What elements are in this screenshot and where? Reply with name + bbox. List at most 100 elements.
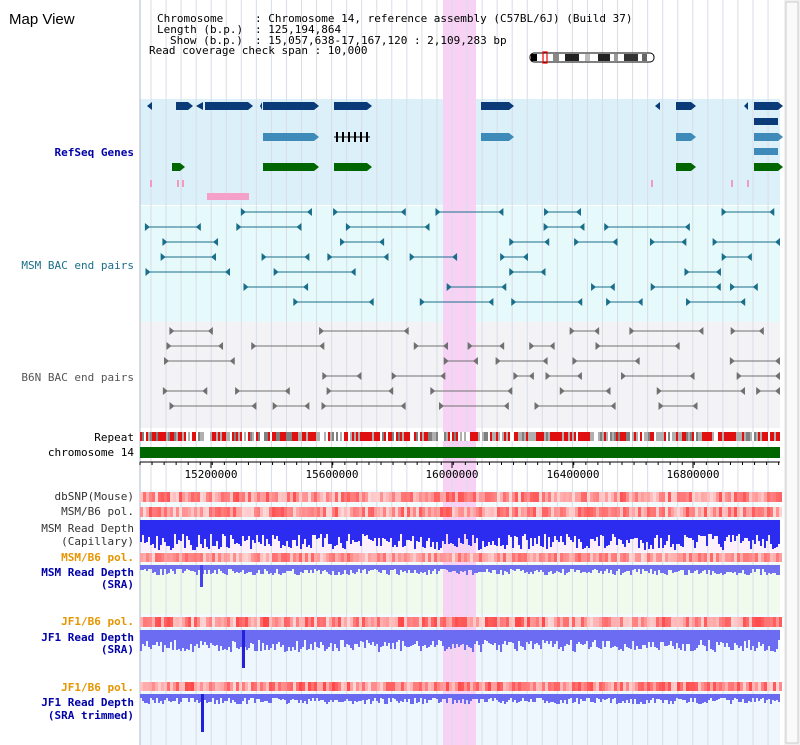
read-depth-bar (356, 565, 358, 572)
vertical-scrollbar[interactable] (784, 0, 800, 745)
b6n-bac-pair (322, 372, 362, 380)
heat-cell (707, 682, 710, 691)
read-depth-bar (354, 630, 356, 644)
heat-cell (506, 553, 509, 562)
heat-cell (752, 682, 755, 691)
repeat-segment (406, 432, 408, 441)
read-depth-bar (266, 694, 268, 701)
read-depth-bar (708, 565, 710, 570)
read-depth-bar (336, 565, 338, 575)
read-depth-bar (246, 565, 248, 573)
read-depth-bar (308, 520, 310, 545)
refseq-track-label[interactable]: RefSeq Genes (55, 146, 134, 159)
read-depth-bar (534, 565, 536, 571)
repeat-segment (644, 432, 646, 441)
heat-cell (161, 492, 164, 502)
heat-cell (215, 617, 218, 627)
heat-cell (251, 507, 254, 517)
msm-read-depth-sra-sub: (SRA) (101, 578, 134, 591)
heat-cell (308, 507, 311, 517)
read-depth-bar (476, 520, 478, 538)
heat-cell (503, 682, 506, 691)
read-depth-bar (300, 520, 302, 549)
b6n-bac-pair (166, 342, 224, 350)
heat-cell (506, 492, 509, 502)
read-depth-bar (250, 565, 252, 572)
read-depth-bar (406, 565, 408, 573)
heat-cell (188, 682, 191, 691)
repeat-segment (586, 432, 588, 441)
heat-cell (212, 507, 215, 517)
read-depth-bar (384, 565, 386, 570)
read-depth-bar (158, 520, 160, 550)
heat-cell (233, 617, 236, 627)
heat-cell (569, 492, 572, 502)
read-depth-bar (540, 565, 542, 570)
read-depth-bar (168, 694, 170, 701)
read-depth-bar (588, 694, 590, 698)
heat-cell (209, 617, 212, 627)
repeat-segment (220, 432, 222, 441)
heat-cell (569, 507, 572, 517)
heat-cell (407, 553, 410, 562)
read-depth-bar (368, 565, 370, 571)
read-depth-bar (234, 520, 236, 544)
heat-cell (170, 507, 173, 517)
heat-cell (155, 553, 158, 562)
read-depth-bar (344, 630, 346, 647)
read-depth-bar (228, 520, 230, 548)
b6n-bac-track-label[interactable]: B6N BAC end pairs (21, 371, 134, 384)
heat-cell (587, 507, 590, 517)
read-depth-bar (442, 694, 444, 699)
read-depth-bar (748, 630, 750, 640)
repeat-segment (228, 432, 230, 441)
repeat-segment (712, 432, 714, 441)
msm-bac-pair (686, 298, 746, 306)
read-depth-bar (190, 520, 192, 545)
read-depth-bar (548, 520, 550, 537)
read-depth-bar (346, 630, 348, 644)
read-depth-bar (304, 630, 306, 640)
heat-cell (530, 617, 533, 627)
chromosome-ideogram[interactable] (529, 51, 655, 64)
msm-bac-track-label[interactable]: MSM BAC end pairs (21, 259, 134, 272)
heat-cell (203, 682, 206, 691)
read-depth-bar (364, 520, 366, 536)
read-depth-bar (714, 630, 716, 652)
heat-cell (698, 507, 701, 517)
heat-cell (452, 617, 455, 627)
read-depth-bar (166, 565, 168, 574)
read-depth-bar (342, 694, 344, 702)
heat-cell (140, 617, 143, 627)
read-depth-bar (678, 565, 680, 571)
heat-cell (671, 682, 674, 691)
read-depth-bar (494, 565, 496, 570)
heat-cell (149, 682, 152, 691)
read-depth-bar (272, 565, 274, 575)
heat-cell (680, 507, 683, 517)
read-depth-bar (294, 565, 296, 574)
heat-cell (338, 492, 341, 502)
heat-cell (140, 553, 143, 562)
read-depth-bar (760, 565, 762, 575)
heat-cell (488, 682, 491, 691)
read-depth-bar (736, 630, 738, 645)
refseq-gene (754, 102, 783, 110)
read-depth-bar (698, 630, 700, 645)
read-depth-bar (318, 520, 320, 538)
read-depth-bar (672, 694, 674, 704)
read-depth-bar (756, 630, 758, 648)
heat-cell (305, 682, 308, 691)
read-depth-bar (212, 565, 214, 573)
repeat-segment (238, 432, 240, 441)
repeat-segment (500, 432, 502, 441)
heat-cell (197, 553, 200, 562)
repeat-segment (152, 432, 154, 441)
msm-bac-pair (327, 253, 389, 261)
axis-tick-label: 15600000 (306, 468, 359, 481)
heat-cell (758, 682, 761, 691)
read-depth-bar (724, 565, 726, 574)
heat-cell (626, 492, 629, 502)
b6n-bac-pair (756, 387, 780, 395)
read-depth-bar (772, 630, 774, 651)
